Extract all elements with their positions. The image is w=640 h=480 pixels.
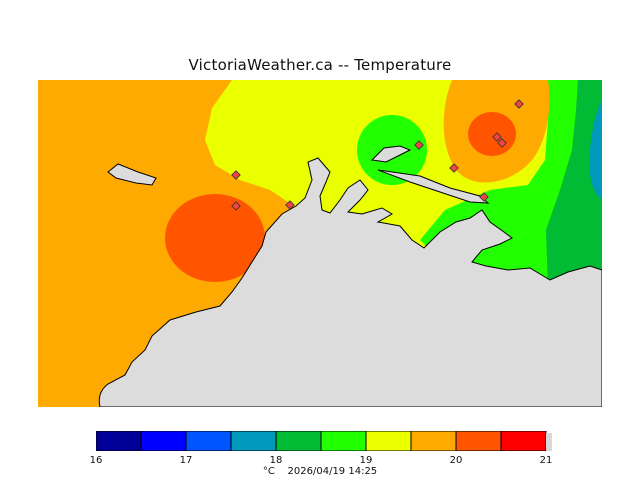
- island-inlet: [377, 169, 490, 204]
- station-marker[interactable]: [231, 170, 241, 180]
- timestamp: 2026/04/19 14:25: [287, 466, 378, 477]
- station-marker[interactable]: [479, 192, 489, 202]
- color-bin: [185, 431, 232, 451]
- unit-and-timestamp: °C 2026/04/19 14:25: [0, 466, 640, 477]
- map-title: VictoriaWeather.ca -- Temperature: [188, 56, 452, 74]
- color-bin: [230, 431, 277, 451]
- station-markers: [231, 99, 524, 211]
- tick-label: 21: [539, 455, 553, 466]
- tick-label: 17: [179, 455, 193, 466]
- color-bin: [140, 431, 187, 451]
- station-marker[interactable]: [492, 132, 502, 142]
- island-bay: [370, 145, 412, 163]
- unit-label: °C: [262, 466, 275, 477]
- color-bin: [500, 431, 547, 451]
- tick-label: 16: [89, 455, 103, 466]
- station-marker[interactable]: [414, 140, 424, 150]
- tick-label: 18: [269, 455, 283, 466]
- tick-label: 19: [359, 455, 373, 466]
- tick-label: 20: [449, 455, 463, 466]
- color-bin: [275, 431, 322, 451]
- station-marker[interactable]: [449, 163, 459, 173]
- color-bin: [96, 431, 142, 451]
- station-marker[interactable]: [285, 200, 295, 210]
- color-bin: [455, 431, 502, 451]
- station-marker[interactable]: [514, 99, 524, 109]
- island-west: [107, 163, 157, 186]
- color-bin: [410, 431, 457, 451]
- color-bin: [365, 431, 412, 451]
- color-scale-bar: [96, 431, 552, 451]
- temp-zone-20-21-ne: [468, 112, 516, 156]
- land-mass: [98, 157, 602, 407]
- color-bin-extra: [546, 433, 552, 451]
- color-bin: [320, 431, 367, 451]
- temp-zone-15-16: [589, 100, 602, 200]
- temp-zone-16-17: [546, 80, 602, 290]
- temp-zone-20-21-sw: [165, 194, 265, 282]
- station-marker[interactable]: [231, 201, 241, 211]
- station-marker[interactable]: [497, 138, 507, 148]
